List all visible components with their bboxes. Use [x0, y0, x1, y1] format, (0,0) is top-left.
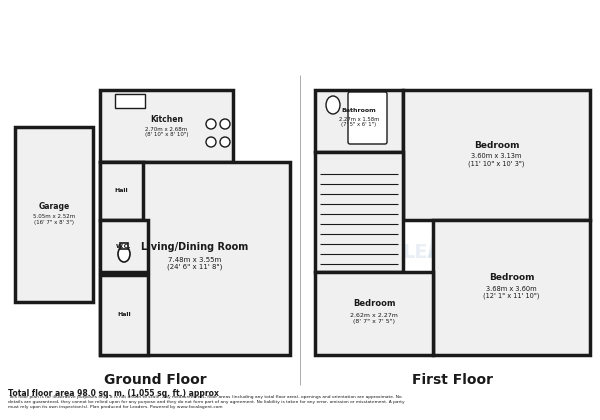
Bar [315, 90, 403, 152]
Text: LEADERS: LEADERS [140, 270, 239, 289]
Text: Bedroom: Bedroom [489, 273, 534, 282]
Ellipse shape [118, 246, 130, 262]
Bar [100, 162, 290, 355]
Bar [315, 272, 433, 355]
Text: Kitchen: Kitchen [150, 115, 183, 123]
Text: Hall: Hall [115, 189, 128, 194]
Circle shape [206, 119, 216, 129]
Bar [120, 243, 128, 249]
Ellipse shape [326, 96, 340, 114]
Bar [100, 90, 233, 162]
Text: This floor plan is for illustrative purposes only. It is not drawn to scale. Any: This floor plan is for illustrative purp… [8, 395, 404, 409]
Circle shape [220, 119, 230, 129]
Text: W.C.: W.C. [116, 244, 132, 249]
Text: Bathroom: Bathroom [341, 108, 376, 113]
Bar [115, 94, 145, 108]
Text: 2.70m x 2.68m
(8' 10" x 8' 10"): 2.70m x 2.68m (8' 10" x 8' 10") [145, 126, 188, 137]
Text: Hall: Hall [117, 312, 131, 318]
Circle shape [206, 137, 216, 147]
Bar [100, 275, 148, 355]
Text: Total floor area 98.0 sq. m. (1,055 sq. ft.) approx: Total floor area 98.0 sq. m. (1,055 sq. … [8, 388, 219, 397]
Text: 2.27m x 1.58m
(7' 5" x 6' 1"): 2.27m x 1.58m (7' 5" x 6' 1") [339, 117, 379, 127]
Text: L: L [128, 225, 182, 305]
Text: Ground Floor: Ground Floor [104, 373, 206, 387]
Text: Living/Dining Room: Living/Dining Room [142, 241, 248, 252]
Text: 3.68m x 3.60m
(12' 1" x 11' 10"): 3.68m x 3.60m (12' 1" x 11' 10") [483, 286, 540, 299]
FancyBboxPatch shape [348, 92, 387, 144]
Text: Garage: Garage [38, 202, 70, 211]
Circle shape [220, 137, 230, 147]
Text: 3.60m x 3.13m
(11' 10" x 10' 3"): 3.60m x 3.13m (11' 10" x 10' 3") [468, 153, 525, 167]
Text: LEADERS: LEADERS [403, 242, 502, 262]
Text: Bedroom: Bedroom [353, 299, 395, 308]
Bar [433, 220, 590, 355]
Bar [100, 162, 143, 220]
Text: 7.48m x 3.55m
(24' 6" x 11' 8"): 7.48m x 3.55m (24' 6" x 11' 8") [167, 257, 223, 270]
Text: 2.62m x 2.27m
(8' 7" x 7' 5"): 2.62m x 2.27m (8' 7" x 7' 5") [350, 313, 398, 324]
Text: Bedroom: Bedroom [474, 141, 519, 150]
Bar [315, 152, 403, 272]
Text: L: L [425, 194, 479, 276]
Bar [403, 90, 590, 220]
Text: 5.05m x 2.52m
(16' 7" x 8' 3"): 5.05m x 2.52m (16' 7" x 8' 3") [33, 214, 75, 225]
Text: First Floor: First Floor [412, 373, 493, 387]
Bar [100, 220, 148, 272]
Bar [15, 127, 93, 302]
